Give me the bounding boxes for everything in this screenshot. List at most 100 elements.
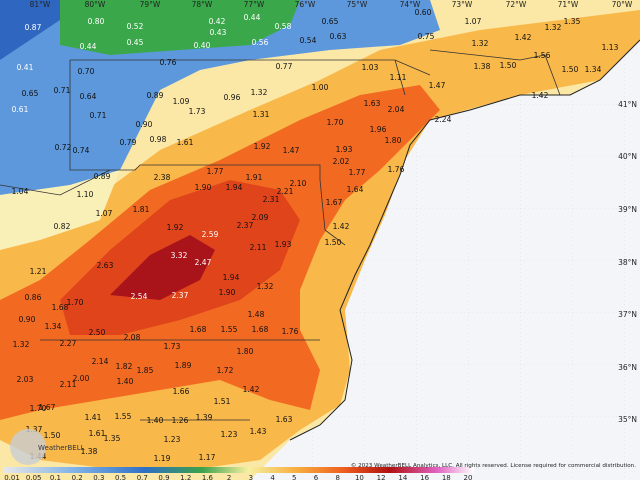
legend-tick-label: 0.1 [50,474,61,480]
point-value: 1.07 [465,17,482,26]
point-value: 1.00 [312,83,329,92]
point-value: 1.38 [474,62,491,71]
point-value: 1.34 [585,65,602,74]
latitude-label: 37°N [618,310,637,319]
point-value: 0.54 [300,36,317,45]
point-value: 1.42 [515,33,532,42]
longitude-label: 78°W [192,0,213,9]
point-value: 1.35 [564,17,581,26]
point-value: 0.52 [127,22,144,31]
longitude-label: 81°W [30,0,51,9]
point-value: 1.42 [532,91,549,100]
point-value: 1.64 [347,185,364,194]
point-value: 0.65 [322,17,339,26]
point-value: 0.90 [136,120,153,129]
legend-tick-label: 4 [270,474,275,480]
legend-tick-label: 14 [398,474,407,480]
latitude-label: 41°N [618,100,637,109]
longitude-label: 71°W [558,0,579,9]
longitude-label: 79°W [140,0,161,9]
color-bar [4,467,474,473]
point-value: 1.68 [190,325,207,334]
point-value: 2.09 [252,213,269,222]
point-value: 1.23 [221,430,238,439]
point-value: 0.89 [94,172,111,181]
legend-tick-label: 1.6 [202,474,214,480]
point-value: 3.32 [171,251,188,260]
logo-badge [10,429,46,465]
point-value: 2.21 [277,187,294,196]
legend-tick-label: 0.01 [4,474,20,480]
point-value: 1.13 [602,43,619,52]
point-value: 0.64 [80,92,97,101]
point-value: 1.67 [326,198,343,207]
point-value: 2.24 [435,115,452,124]
point-value: 1.82 [116,362,133,371]
point-value: 0.70 [78,67,95,76]
longitude-label: 72°W [506,0,527,9]
point-value: 1.19 [154,454,171,463]
point-value: 1.73 [189,107,206,116]
point-value: 0.40 [194,41,211,50]
point-value: 1.42 [333,222,350,231]
point-value: 2.38 [154,173,171,182]
point-value: 1.50 [500,61,517,70]
point-value: 2.11 [60,380,77,389]
point-value: 0.96 [224,93,241,102]
point-value: 0.76 [160,58,177,67]
logo: WeatherBELL [38,444,85,452]
point-value: 2.54 [131,292,148,301]
point-value: 2.08 [124,333,141,342]
point-value: 1.51 [214,397,231,406]
longitude-label: 70°W [612,0,633,9]
point-value: 1.37 [26,425,43,434]
point-value: 1.47 [283,146,300,155]
longitude-label: 75°W [347,0,368,9]
point-value: 2.14 [92,357,109,366]
point-value: 1.50 [44,431,61,440]
point-value: 1.89 [175,361,192,370]
latitude-label: 36°N [618,363,637,372]
point-value: 2.37 [172,291,189,300]
point-value: 1.90 [195,183,212,192]
point-value: 1.32 [251,88,268,97]
latitude-label: 39°N [618,205,637,214]
point-value: 1.94 [223,273,240,282]
legend-tick-label: 0.3 [93,474,104,480]
point-value: 1.04 [12,187,29,196]
point-value: 2.10 [290,179,307,188]
point-value: 1.61 [89,429,106,438]
point-value: 1.76 [282,327,299,336]
point-value: 1.55 [221,325,238,334]
point-value: 0.43 [210,28,227,37]
point-value: 2.11 [250,243,267,252]
point-value: 2.00 [73,374,90,383]
longitude-label: 77°W [244,0,265,9]
point-value: 1.50 [562,65,579,74]
point-value: 1.94 [226,183,243,192]
point-value: 0.77 [276,62,293,71]
point-value: 0.98 [150,135,167,144]
longitude-label: 74°W [400,0,421,9]
legend-tick-label: 8 [335,474,339,480]
point-value: 0.71 [90,111,107,120]
point-value: 1.80 [385,136,402,145]
point-value: 1.73 [164,342,181,351]
point-value: 0.65 [22,89,39,98]
point-value: 0.42 [209,17,226,26]
legend-tick-label: 12 [377,474,386,480]
point-value: 1.38 [81,447,98,456]
legend-tick-label: 0.2 [72,474,83,480]
point-value: 1.90 [219,288,236,297]
point-value: 0.41 [17,63,34,72]
point-value: 1.70 [67,298,84,307]
point-value: 0.72 [55,143,72,152]
point-value: 1.70 [30,404,47,413]
point-value: 0.63 [330,32,347,41]
point-value: 1.80 [237,347,254,356]
point-value: 1.63 [364,99,381,108]
point-value: 1.39 [196,413,213,422]
point-value: 1.76 [388,165,405,174]
point-value: 1.56 [534,51,551,60]
